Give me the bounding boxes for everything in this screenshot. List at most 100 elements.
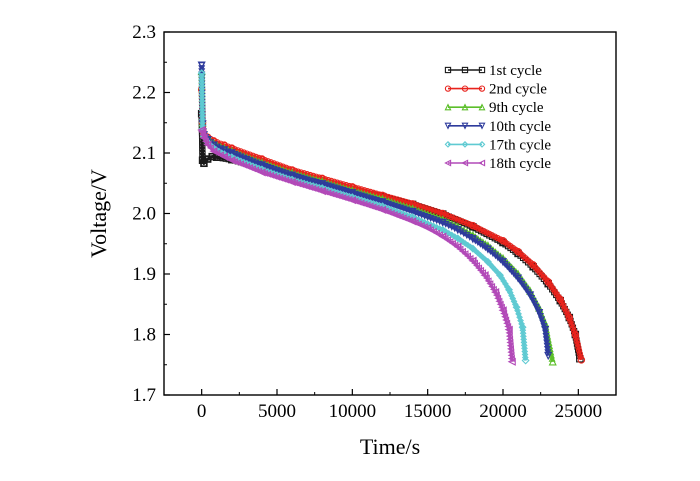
data-point <box>478 85 486 92</box>
data-point <box>535 308 544 318</box>
data-point <box>520 342 528 349</box>
x-axis-title: Time/s <box>360 434 420 459</box>
legend-item: 1st cycle <box>444 63 542 79</box>
data-point <box>478 103 486 111</box>
data-point <box>451 215 458 222</box>
data-point <box>566 314 573 321</box>
data-point <box>203 140 212 149</box>
data-point <box>423 223 432 233</box>
data-point <box>529 261 537 269</box>
x-tick-label: 25000 <box>555 401 603 422</box>
data-point <box>468 244 477 253</box>
data-point <box>511 300 519 308</box>
data-point <box>444 122 452 130</box>
data-point <box>208 152 216 161</box>
data-point <box>478 159 486 167</box>
data-point <box>444 103 452 111</box>
x-tick-label: 15000 <box>404 401 452 422</box>
data-point <box>575 344 582 351</box>
legend-item: 2nd cycle <box>444 82 547 98</box>
data-point <box>466 254 474 262</box>
data-point <box>257 161 267 170</box>
data-point <box>572 331 579 338</box>
data-point <box>542 336 550 344</box>
data-point <box>544 351 553 361</box>
data-point <box>318 180 327 189</box>
data-point <box>445 212 452 220</box>
data-point <box>521 351 529 358</box>
data-point <box>197 69 206 78</box>
data-point <box>378 198 387 207</box>
x-tick-label: 0 <box>197 401 207 422</box>
data-point <box>198 127 207 136</box>
data-point <box>198 79 206 86</box>
data-point <box>468 256 477 265</box>
data-point <box>198 85 206 92</box>
data-point <box>480 271 489 280</box>
data-point <box>543 339 551 347</box>
data-point <box>224 154 232 162</box>
data-point <box>503 319 511 327</box>
data-point <box>478 141 486 148</box>
data-point <box>542 329 550 337</box>
data-point <box>548 357 557 366</box>
data-point <box>209 153 216 160</box>
data-point <box>496 271 504 280</box>
data-point <box>198 113 206 120</box>
data-point <box>486 280 494 288</box>
data-point <box>471 259 479 267</box>
data-point <box>198 75 206 83</box>
data-point <box>478 66 486 74</box>
data-point <box>494 294 502 302</box>
data-point <box>542 333 550 340</box>
data-point <box>544 278 552 286</box>
data-point <box>483 245 493 254</box>
data-point <box>505 332 513 340</box>
data-point <box>378 205 387 214</box>
data-point <box>197 61 206 70</box>
legend-item: 18th cycle <box>444 156 551 172</box>
data-point <box>569 324 577 331</box>
data-point <box>200 159 208 168</box>
data-point <box>461 122 469 130</box>
data-point <box>408 207 417 217</box>
data-point <box>521 345 528 352</box>
y-tick-label: 1.9 <box>132 264 156 285</box>
data-point <box>227 149 236 158</box>
data-point <box>198 94 206 102</box>
data-point <box>502 316 510 324</box>
data-point <box>560 302 567 309</box>
data-point <box>348 189 357 198</box>
data-point <box>498 258 508 267</box>
data-point <box>504 325 513 334</box>
data-point <box>496 300 504 308</box>
data-point <box>513 274 523 283</box>
data-point <box>543 346 551 354</box>
data-point <box>577 356 586 364</box>
legend-label: 10th cycle <box>489 119 551 135</box>
data-point <box>209 147 218 156</box>
data-point <box>484 277 492 285</box>
data-point <box>474 239 482 247</box>
data-point <box>287 171 297 180</box>
data-point <box>198 88 206 96</box>
data-point <box>576 350 583 357</box>
data-point <box>561 305 568 312</box>
data-point <box>448 213 455 221</box>
data-point <box>543 342 551 350</box>
y-tick-label: 1.7 <box>132 385 156 406</box>
data-point <box>197 125 206 135</box>
data-point <box>444 85 452 92</box>
data-point <box>461 66 469 74</box>
data-point <box>464 252 471 260</box>
legend-label: 9th cycle <box>489 100 544 116</box>
data-point <box>219 152 229 161</box>
data-point <box>495 297 503 305</box>
data-point <box>520 338 528 346</box>
data-point <box>481 244 489 252</box>
series-line <box>200 73 528 361</box>
data-point <box>473 262 481 270</box>
data-point <box>198 100 206 108</box>
legend-label: 18th cycle <box>489 156 551 172</box>
